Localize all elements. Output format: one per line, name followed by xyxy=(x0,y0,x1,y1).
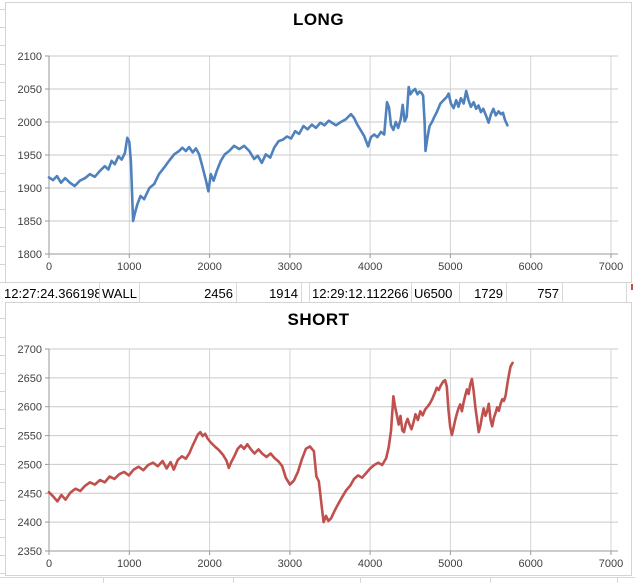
cell-border xyxy=(617,578,618,583)
cell[interactable] xyxy=(563,283,627,302)
cell[interactable]: U6500 xyxy=(412,283,460,302)
x-axis-tick-label: 7000 xyxy=(599,261,623,273)
x-axis-tick-label: 1000 xyxy=(117,558,141,570)
y-axis-tick-label: 2600 xyxy=(18,402,42,414)
sheet-gridline xyxy=(0,555,5,556)
chart-long[interactable]: LONG 0 1000 2000 3000 4000 5000 6000 7000 1800 18… xyxy=(5,2,632,283)
sheet-gridline xyxy=(0,45,5,46)
x-axis-tick-label: 4000 xyxy=(358,558,382,570)
sheet-gridline xyxy=(0,373,5,374)
y-axis-tick-label: 2000 xyxy=(18,117,42,129)
sheet-gridline xyxy=(0,155,5,156)
sheet-gridline xyxy=(0,227,5,228)
y-axis-tick-label: 2050 xyxy=(18,84,42,96)
sheet-gridline xyxy=(0,464,5,465)
sheet-gridline xyxy=(0,391,5,392)
sheet-gridline xyxy=(0,446,5,447)
x-axis-tick-label: 3000 xyxy=(278,261,302,273)
plot-area-short: 0 1000 2000 3000 4000 5000 6000 7000 2350 2400 245… xyxy=(18,344,624,570)
worksheet-bottom-row xyxy=(0,577,635,583)
y-axis-tick-label: 2700 xyxy=(18,344,42,356)
cell-border xyxy=(103,578,104,583)
x-axis-tick-label: 4000 xyxy=(358,261,382,273)
sheet-gridline xyxy=(0,519,5,520)
cell[interactable]: 1729 xyxy=(460,283,507,302)
chart-title-short: SHORT xyxy=(287,310,350,329)
sheet-gridline xyxy=(0,118,5,119)
y-axis-tick-label: 2500 xyxy=(18,459,42,471)
x-axis-tick-label: 6000 xyxy=(518,558,542,570)
y-axis-tick-label: 1900 xyxy=(18,183,42,195)
line-series-short[interactable] xyxy=(47,361,514,524)
y-axis-tick-label: 2450 xyxy=(18,488,42,500)
x-axis-tick-label: 1000 xyxy=(117,261,141,273)
x-axis-tick-label: 2000 xyxy=(197,261,221,273)
cell[interactable]: 12:27:24.366198 xyxy=(2,283,100,302)
sheet-gridline xyxy=(0,64,5,65)
y-axis-tick-label: 2550 xyxy=(18,431,42,443)
cell[interactable] xyxy=(302,283,310,302)
cell-border xyxy=(233,578,234,583)
sheet-gridline xyxy=(0,136,5,137)
y-axis-tick-label: 2350 xyxy=(18,546,42,558)
sheet-gridline xyxy=(0,246,5,247)
sheet-gridline xyxy=(0,409,5,410)
x-axis-tick-label: 6000 xyxy=(518,261,542,273)
sheet-gridline xyxy=(0,209,5,210)
sheet-gridline xyxy=(0,428,5,429)
x-axis-tick-label: 0 xyxy=(46,558,52,570)
sheet-gridline xyxy=(0,573,5,574)
sheet-gridline xyxy=(0,264,5,265)
sheet-gridline xyxy=(0,173,5,174)
sheet-gridline xyxy=(0,100,5,101)
sheet-gridline xyxy=(0,9,5,10)
worksheet-row: 12:27:24.366198 WALL 2456 1914 12:29:12.1122… xyxy=(0,283,635,302)
sheet-gridline xyxy=(0,537,5,538)
cell[interactable]: 1914 xyxy=(237,283,302,302)
sheet-gridline xyxy=(0,355,5,356)
sheet-gridline xyxy=(0,27,5,28)
y-axis-tick-label: 1850 xyxy=(18,216,42,228)
selection-marker xyxy=(631,284,633,290)
cell[interactable]: 2456 xyxy=(140,283,237,302)
y-axis-tick-label: 2100 xyxy=(18,51,42,63)
cell[interactable]: WALL xyxy=(100,283,140,302)
sheet-gridline xyxy=(0,82,5,83)
x-axis-tick-label: 3000 xyxy=(278,558,302,570)
cell-border xyxy=(360,578,361,583)
x-axis-tick-label: 5000 xyxy=(438,261,462,273)
x-axis-tick-label: 5000 xyxy=(438,558,462,570)
y-axis-tick-label: 1800 xyxy=(18,249,42,261)
sheet-gridline xyxy=(0,482,5,483)
cell[interactable]: 757 xyxy=(507,283,563,302)
line-series-long[interactable] xyxy=(47,85,509,223)
y-axis-tick-label: 2650 xyxy=(18,373,42,385)
sheet-gridline xyxy=(0,318,5,319)
sheet-gridline xyxy=(0,500,5,501)
x-axis-tick-label: 2000 xyxy=(197,558,221,570)
sheet-gridline xyxy=(0,191,5,192)
y-axis-tick-label: 1950 xyxy=(18,150,42,162)
sheet-gridline xyxy=(0,337,5,338)
sheet-gridline xyxy=(0,282,5,283)
cell[interactable]: 12:29:12.112266 xyxy=(310,283,412,302)
y-axis-tick-label: 2400 xyxy=(18,517,42,529)
x-axis-tick-label: 0 xyxy=(46,261,52,273)
x-axis-tick-label: 7000 xyxy=(599,558,623,570)
cell-border xyxy=(490,578,491,583)
plot-area-long: 0 1000 2000 3000 4000 5000 6000 7000 1800 1850 190… xyxy=(18,51,624,273)
chart-title-long: LONG xyxy=(292,10,345,29)
chart-short[interactable]: SHORT 0 1000 2000 3000 4000 5000 6000 7000 2350 2… xyxy=(5,302,632,576)
